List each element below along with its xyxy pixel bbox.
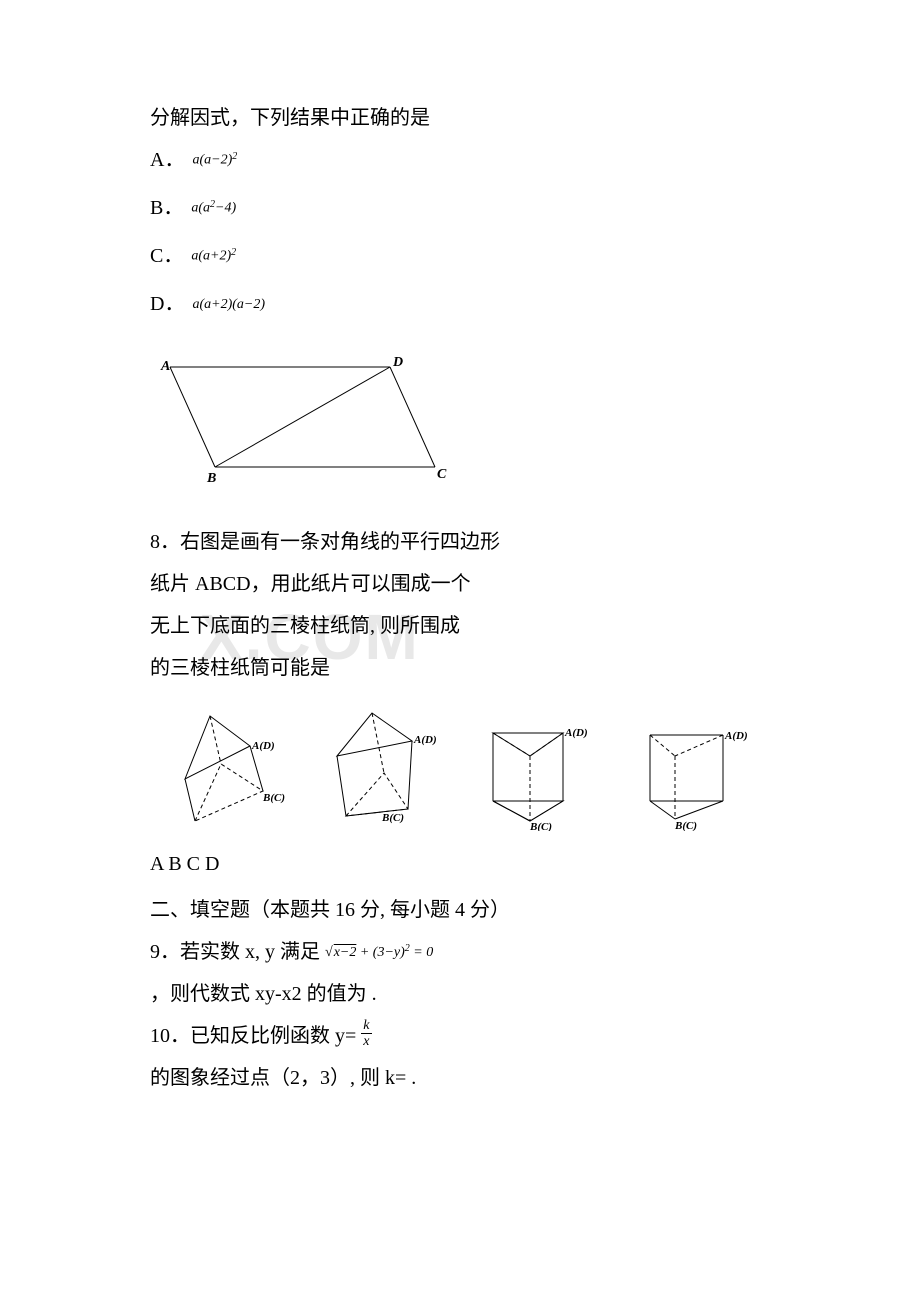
section2-header: 二、填空题（本题共 16 分, 每小题 4 分） xyxy=(150,892,770,928)
svg-text:A(D): A(D) xyxy=(564,727,588,739)
svg-text:A(D): A(D) xyxy=(413,734,437,746)
svg-text:B(C): B(C) xyxy=(381,812,404,824)
q7-option-b: B． a(a2−4) xyxy=(150,190,770,226)
q10-prefix: 10．已知反比例函数 y= xyxy=(150,1025,356,1047)
prism-option-a: A(D) B(C) xyxy=(155,701,295,831)
q10-line1: 10．已知反比例函数 y= k x xyxy=(150,1018,770,1054)
frac-denominator: x xyxy=(361,1034,371,1049)
option-expr: a(a−2)2 xyxy=(192,147,237,173)
q7-option-c: C． a(a+2)2 xyxy=(150,238,770,274)
option-label: C． xyxy=(150,238,191,274)
q8-line3: 无上下底面的三棱柱纸筒, 则所围成 xyxy=(150,608,770,644)
svg-text:B: B xyxy=(206,471,216,486)
prism-option-c: A(D) B(C) xyxy=(468,701,608,831)
parallelogram-diagram: A B C D xyxy=(155,352,770,504)
prism-answer-labels: A B C D xyxy=(150,846,770,882)
svg-text:D: D xyxy=(392,355,403,370)
svg-text:B(C): B(C) xyxy=(529,821,552,831)
svg-text:B(C): B(C) xyxy=(674,820,697,831)
svg-text:C: C xyxy=(437,467,447,482)
option-label: B． xyxy=(150,190,191,226)
svg-text:A(D): A(D) xyxy=(251,740,275,752)
prism-option-d: A(D) B(C) xyxy=(625,701,765,831)
option-expr: a(a+2)2 xyxy=(191,243,236,269)
option-expr: a(a2−4) xyxy=(191,195,236,221)
svg-text:B(C): B(C) xyxy=(262,792,285,804)
q10-fraction: k x xyxy=(361,1018,371,1050)
q9-expr: √x−2 + (3−y)2 = 0 xyxy=(325,945,433,960)
q7-stem: 分解因式，下列结果中正确的是 xyxy=(150,100,770,136)
prism-option-b: A(D) B(C) xyxy=(312,701,452,831)
frac-numerator: k xyxy=(361,1018,371,1034)
q8-line1: 8．右图是画有一条对角线的平行四边形 xyxy=(150,524,770,560)
q7-option-a: A． a(a−2)2 xyxy=(150,142,770,178)
svg-text:A(D): A(D) xyxy=(724,730,748,742)
q9-line1: 9．若实数 x, y 满足 √x−2 + (3−y)2 = 0 xyxy=(150,934,770,970)
q7-option-d: D． a(a+2)(a−2) xyxy=(150,286,770,322)
option-label: A． xyxy=(150,142,192,178)
q9-line2: ，则代数式 xy-x2 的值为 . xyxy=(150,976,770,1012)
q10-line2: 的图象经过点（2，3）, 则 k= . xyxy=(150,1060,770,1096)
q8-line4: 的三棱柱纸筒可能是 xyxy=(150,650,770,686)
svg-text:A: A xyxy=(160,359,170,374)
option-expr: a(a+2)(a−2) xyxy=(192,292,265,317)
q9-prefix: 9．若实数 x, y 满足 xyxy=(150,941,320,963)
option-label: D． xyxy=(150,286,192,322)
q8-line2: 纸片 ABCD，用此纸片可以围成一个 xyxy=(150,566,770,602)
prism-options-row: A(D) B(C) A(D) B(C) A(D) B(C) xyxy=(150,701,770,831)
